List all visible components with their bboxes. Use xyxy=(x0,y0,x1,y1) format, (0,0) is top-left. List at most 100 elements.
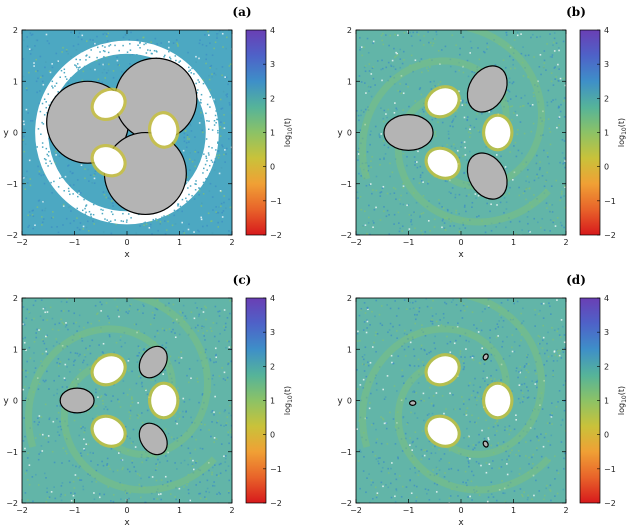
texture-dot xyxy=(558,68,560,70)
texture-dot xyxy=(177,387,179,389)
texture-dot xyxy=(477,194,480,197)
ring-dot xyxy=(198,81,200,83)
texture-dot xyxy=(116,56,118,59)
texture-dot xyxy=(155,308,158,310)
texture-dot xyxy=(79,425,82,428)
texture-dot xyxy=(563,140,566,142)
texture-dot xyxy=(101,399,104,402)
texture-dot xyxy=(546,152,549,154)
texture-dot xyxy=(215,206,217,208)
texture-dot xyxy=(56,361,58,364)
texture-dot xyxy=(60,428,63,431)
texture-dot xyxy=(392,187,395,189)
texture-dot xyxy=(48,417,51,419)
texture-dot xyxy=(224,149,226,151)
texture-dot xyxy=(208,469,210,472)
texture-dot xyxy=(137,345,140,348)
texture-dot xyxy=(130,303,132,306)
texture-dot xyxy=(369,133,372,136)
texture-dot xyxy=(29,32,32,34)
y-tick-label: −2 xyxy=(340,231,352,240)
texture-dot xyxy=(74,352,77,354)
texture-dot xyxy=(83,438,85,441)
texture-dot xyxy=(399,83,401,85)
ring-dot xyxy=(194,183,196,185)
texture-dot xyxy=(498,320,500,322)
texture-dot xyxy=(426,492,428,495)
texture-dot xyxy=(127,312,129,315)
texture-dot xyxy=(201,325,203,328)
texture-dot xyxy=(505,31,508,34)
texture-dot xyxy=(359,165,362,168)
texture-dot xyxy=(228,103,231,106)
texture-dot xyxy=(558,390,561,392)
texture-dot xyxy=(72,364,75,366)
texture-dot xyxy=(398,230,401,233)
texture-dot xyxy=(72,480,75,483)
ring-dot xyxy=(46,112,48,114)
texture-dot xyxy=(103,63,106,66)
texture-dot xyxy=(28,71,30,74)
texture-dot xyxy=(481,347,483,350)
texture-dot xyxy=(112,76,115,79)
ring-dot xyxy=(79,59,81,61)
texture-dot xyxy=(546,171,548,174)
texture-dot xyxy=(420,399,422,402)
texture-dot xyxy=(420,212,423,215)
texture-dot xyxy=(128,308,131,310)
texture-dot xyxy=(560,424,562,426)
texture-dot xyxy=(228,230,230,232)
texture-dot xyxy=(508,90,511,93)
texture-dot xyxy=(538,342,541,345)
ring-dot xyxy=(205,157,208,159)
texture-dot xyxy=(53,461,56,464)
texture-dot xyxy=(469,495,471,498)
texture-dot xyxy=(550,185,553,187)
texture-dot xyxy=(205,178,208,180)
texture-dot xyxy=(214,395,216,398)
texture-dot xyxy=(389,175,391,178)
texture-dot xyxy=(201,447,204,450)
texture-dot xyxy=(37,388,40,391)
texture-dot xyxy=(556,299,558,301)
ring-dot xyxy=(206,103,209,106)
texture-dot xyxy=(475,118,478,120)
texture-dot xyxy=(430,402,433,405)
ring-dot xyxy=(127,213,130,215)
texture-dot xyxy=(419,113,422,115)
texture-dot xyxy=(383,109,386,112)
texture-dot xyxy=(228,340,230,343)
texture-dot xyxy=(527,396,530,399)
texture-dot xyxy=(428,41,430,44)
texture-dot xyxy=(414,322,417,325)
texture-dot xyxy=(36,70,39,72)
texture-dot xyxy=(36,328,38,331)
texture-dot xyxy=(564,380,566,382)
texture-dot xyxy=(166,481,169,483)
texture-dot xyxy=(559,349,561,352)
ring-dot xyxy=(110,211,113,213)
texture-dot xyxy=(531,33,534,36)
texture-dot xyxy=(487,46,489,48)
texture-dot xyxy=(409,444,411,446)
texture-dot xyxy=(45,379,47,382)
texture-dot xyxy=(406,308,408,311)
texture-dot xyxy=(468,465,470,468)
texture-dot xyxy=(454,115,457,118)
ring-dot xyxy=(150,52,153,55)
texture-dot xyxy=(475,197,477,199)
ring-dot xyxy=(41,142,44,144)
texture-dot xyxy=(394,500,397,503)
texture-dot xyxy=(32,500,34,503)
texture-dot xyxy=(486,202,488,205)
ring-dot xyxy=(59,177,61,179)
texture-dot xyxy=(179,310,181,313)
texture-dot xyxy=(376,60,379,62)
ring-dot xyxy=(46,153,49,156)
ring-dot xyxy=(81,209,84,212)
texture-dot xyxy=(549,203,551,206)
ring-dot xyxy=(188,193,190,196)
texture-dot xyxy=(186,181,189,183)
texture-dot xyxy=(62,224,64,226)
texture-dot xyxy=(559,199,562,202)
